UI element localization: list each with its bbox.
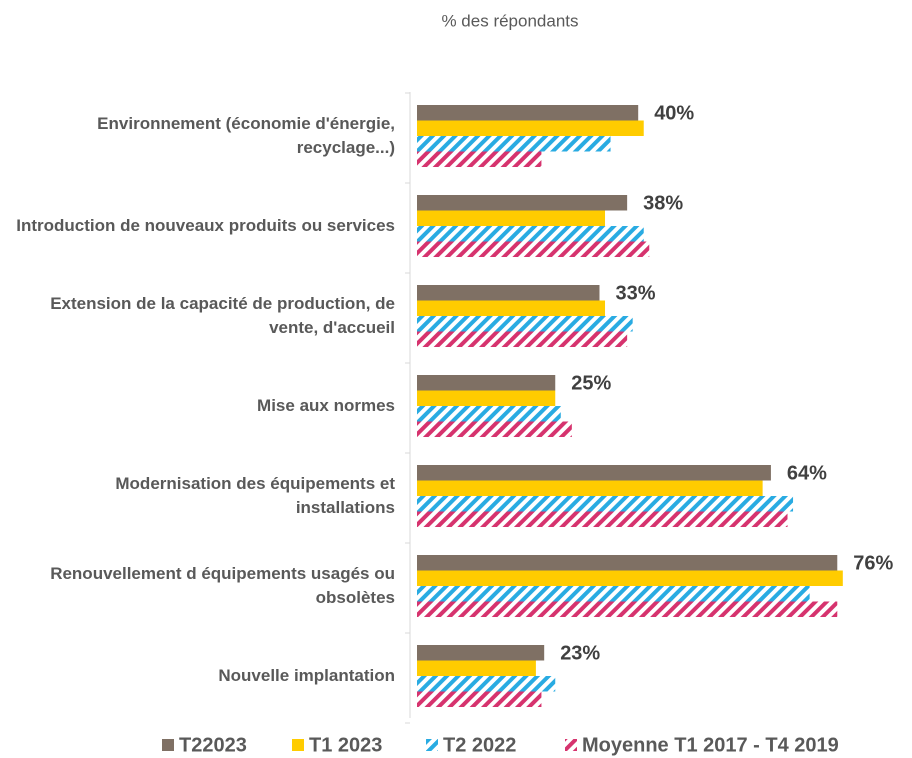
bar	[417, 375, 556, 391]
legend-swatch	[162, 739, 174, 751]
value-label: 33%	[615, 282, 655, 304]
bar	[417, 601, 838, 617]
value-label: 23%	[560, 642, 600, 664]
bar	[417, 285, 600, 301]
value-label: 40%	[654, 102, 694, 124]
bar	[417, 480, 763, 496]
bar	[417, 136, 611, 152]
bar	[417, 586, 810, 602]
bar	[417, 691, 542, 707]
bar	[417, 555, 838, 571]
value-label: 64%	[787, 462, 827, 484]
category-label: Introduction de nouveaux produits ou ser…	[16, 216, 395, 235]
value-label: 76%	[853, 552, 893, 574]
category-label: Environnement (économie d'énergie, recyc…	[97, 114, 395, 157]
value-label: 25%	[571, 372, 611, 394]
bar	[417, 421, 572, 437]
bar	[417, 195, 628, 211]
legend-label: T22023	[179, 734, 247, 756]
bar	[417, 496, 794, 512]
bar	[417, 465, 771, 481]
subtitle: % des répondants	[441, 11, 578, 30]
bar	[417, 151, 542, 167]
bar	[417, 676, 556, 692]
bar	[417, 105, 639, 121]
bar	[417, 660, 536, 676]
bar	[417, 406, 561, 422]
bar	[417, 120, 644, 136]
category-label: Renouvellement d équipements usagés ou o…	[50, 564, 395, 607]
bar	[417, 210, 606, 226]
bar	[417, 316, 633, 332]
category-label: Mise aux normes	[257, 396, 395, 415]
category-label: Nouvelle implantation	[218, 666, 395, 685]
bar	[417, 511, 788, 527]
bar	[417, 645, 545, 661]
legend-label: T1 2023	[309, 734, 382, 756]
legend-swatch	[565, 739, 577, 751]
category-label: Modernisation des équipements et install…	[115, 474, 395, 517]
legend-label: T2 2022	[443, 734, 516, 756]
category-label: Extension de la capacité de production, …	[50, 294, 395, 337]
bar	[417, 300, 606, 316]
bar	[417, 390, 556, 406]
bar	[417, 226, 644, 242]
legend-swatch	[426, 739, 438, 751]
legend-swatch	[292, 739, 304, 751]
value-label: 38%	[643, 192, 683, 214]
legend-label: Moyenne T1 2017 - T4 2019	[582, 734, 839, 756]
bar	[417, 570, 843, 586]
bar	[417, 241, 650, 257]
bar	[417, 331, 628, 347]
